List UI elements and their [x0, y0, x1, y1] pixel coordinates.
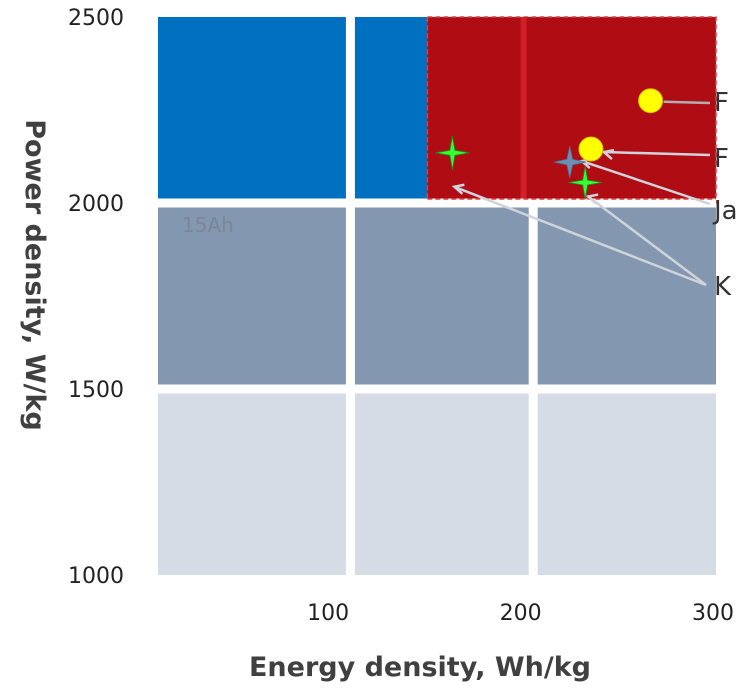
x-axis-title: Energy density, Wh/kg [249, 652, 591, 683]
y-tick-label: 1500 [68, 378, 124, 403]
leader-line [603, 150, 711, 157]
grid-layer [158, 16, 717, 575]
leader-arrowhead [585, 193, 599, 205]
band-middle [158, 203, 716, 389]
x-tick-label: 200 [500, 601, 542, 626]
leader-line [581, 159, 711, 206]
leader-arrowhead [451, 183, 465, 195]
data-point [568, 165, 603, 200]
x-tick-label: 100 [307, 601, 349, 626]
tick-layer: 1000 1500 2000 2500 100 200 300 [68, 6, 734, 626]
data-point [553, 146, 586, 179]
x-tick-label: 300 [692, 601, 734, 626]
band-bottom [158, 389, 716, 575]
leader-line [453, 185, 707, 287]
y-tick-label: 2500 [68, 6, 124, 31]
leader-arrowhead [601, 148, 615, 161]
data-point [435, 135, 470, 170]
label-layer: FF Ja K [712, 88, 738, 302]
series-label: K [714, 272, 732, 302]
leader-line [587, 195, 707, 286]
data-point [578, 136, 604, 162]
y-tick-label: 1000 [68, 564, 124, 589]
target-region [426, 16, 717, 204]
leader-line [663, 100, 711, 105]
cell-annotation: 15Ah [182, 213, 234, 237]
series-label: F [714, 144, 729, 174]
leader-layer [451, 100, 711, 287]
data-point [638, 88, 664, 114]
series-label: Ja [712, 196, 738, 226]
y-axis-title: Power density, W/kg [19, 119, 50, 431]
point-layer [435, 88, 664, 200]
series-label: F [714, 88, 729, 118]
y-tick-label: 2000 [68, 192, 124, 217]
